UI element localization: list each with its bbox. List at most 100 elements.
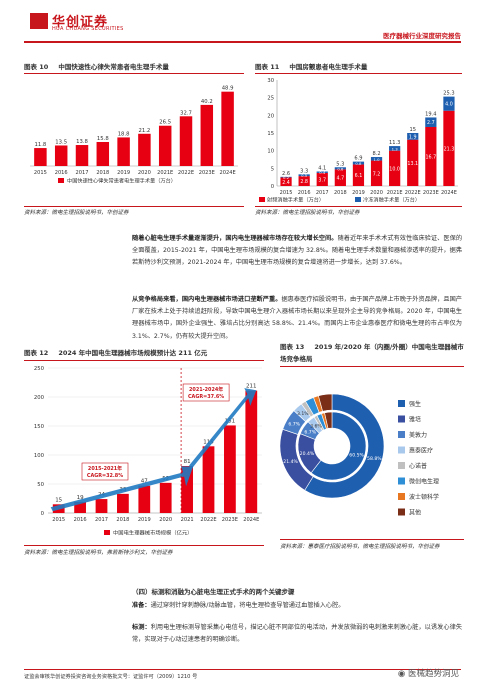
fig10-number: 图表 10 <box>24 63 49 71</box>
bar-segment <box>407 139 419 186</box>
growth-arrow-1 <box>50 466 194 512</box>
segment-label: 1.9 <box>409 134 417 140</box>
total-label: 8.2 <box>372 151 380 157</box>
bar <box>159 482 172 513</box>
bar-segment <box>316 172 328 186</box>
segment-label: 10.0 <box>389 166 400 172</box>
segment-label: 2.8 <box>300 179 308 185</box>
fig10-title: 图表 10 中国快速性心律失常患者电生理手术量 <box>24 61 169 71</box>
tick-label: 2023E <box>222 517 238 523</box>
data-label: 15.8 <box>97 136 109 142</box>
tick-label: 2015 <box>280 190 293 196</box>
outer-ring-slice <box>304 393 385 499</box>
legend-swatch <box>398 508 405 516</box>
bar <box>138 485 151 513</box>
paragraph-mapping: 标测：利用电生理标测导管采集心电信号，描记心脏不同部位的电活动，并发放微弱的电刺… <box>132 622 462 646</box>
data-label: 48.9 <box>222 86 234 92</box>
fig11-number: 图表 11 <box>255 63 280 71</box>
segment-label: 21.3 <box>444 146 455 152</box>
tick-label: 2018 <box>96 170 109 176</box>
tick-label: 2023E <box>423 190 439 196</box>
tick-label: 2024E <box>441 190 457 196</box>
outer-slice-label: 6.7% <box>288 421 300 427</box>
bar <box>245 390 258 513</box>
bar <box>179 116 193 166</box>
segment-label: 0.8 <box>355 161 362 166</box>
outer-slice-label: 21.4% <box>283 459 298 465</box>
legend-swatch <box>259 197 265 202</box>
bar <box>34 148 47 166</box>
paragraph-competition-body: 据惠泰医疗招股说明书，由于国产品牌上市晚于外资品牌，且国产厂家在技术上处于持续追… <box>132 296 462 340</box>
data-label: 15 <box>55 497 62 503</box>
footer-divider <box>24 669 461 670</box>
bar <box>200 104 214 166</box>
segment-label: 7.2 <box>373 171 381 177</box>
segment-label: 0.2 <box>283 175 290 180</box>
tick-label: 2024E <box>243 517 259 523</box>
segment-label: 2.7 <box>427 120 435 126</box>
fig13-rule <box>280 366 464 367</box>
y-tick-label: 50 <box>37 482 44 488</box>
bar <box>117 493 129 513</box>
y-tick-label: 10 <box>267 149 274 155</box>
fig13-rule-bottom <box>280 539 464 540</box>
tick-label: 2018 <box>116 517 129 523</box>
tick-label: 2015 <box>34 170 47 176</box>
data-label: 19 <box>77 495 84 501</box>
fig13-number: 图表 13 <box>280 343 305 351</box>
y-tick-label: 0 <box>271 184 274 190</box>
legend-swatch <box>398 493 405 500</box>
tick-label: 2022E <box>178 170 194 176</box>
preparation-text: 通过穿刺针穿刺静脉/动脉血管，将电生理检查导管通过血管插入心腔。 <box>150 602 345 609</box>
company-name-cn: 华创证券 <box>52 15 109 30</box>
bar <box>181 466 193 513</box>
bar <box>75 145 89 166</box>
bar-segment <box>352 161 365 165</box>
bar <box>158 125 172 166</box>
data-label: 21.2 <box>139 128 151 134</box>
y-tick-label: 15 <box>267 131 274 137</box>
bar <box>54 145 68 166</box>
y-tick-label: 5 <box>271 166 274 172</box>
total-label: 5.3 <box>336 161 344 167</box>
tick-label: 2017 <box>76 170 89 176</box>
legend-swatch <box>355 197 361 202</box>
company-name-en: HUA CHUANG SECURITIES <box>52 26 124 32</box>
preparation-label: 准备： <box>132 602 151 609</box>
bar <box>95 499 108 513</box>
fig10-source: 资料来源：微电生理招股说明书，华创证券 <box>24 210 129 216</box>
bar <box>96 141 110 166</box>
bar-segment <box>298 174 310 177</box>
legend-label: 美敦力 <box>409 431 427 439</box>
paragraph-market-growth-lead: 随着心脏电生理手术量逐渐提升，国内电生理器械市场存在较大增长空间。 <box>132 235 338 242</box>
bar-segment <box>316 171 328 173</box>
legend-label: 中国快速性心律失常患者电生理手术量（万台） <box>67 177 176 185</box>
segment-label: 0.4 <box>319 170 326 175</box>
data-label: 32.7 <box>180 110 192 116</box>
paragraph-preparation: 准备：通过穿刺针穿刺静脉/动脉血管，将电生理检查导管通过血管插入心腔。 <box>132 600 462 612</box>
segment-label: 16.7 <box>426 154 437 160</box>
annotation-period-1: 2015-2021年 <box>88 465 122 472</box>
paragraph-competition-lead: 从竞争格局来看，国内电生理器械市场进口垄断严重。 <box>132 296 282 303</box>
mapping-text: 利用电生理标测导管采集心电信号，描记心脏不同部位的电活动，并发放微弱的电刺激来刺… <box>132 624 463 644</box>
legend-label: 波士顿科学 <box>409 493 439 501</box>
legend-label: 微创电生理 <box>409 478 439 486</box>
legend-swatch <box>398 415 405 423</box>
total-label: 11.3 <box>389 140 400 146</box>
tick-label: 2019 <box>352 190 365 196</box>
bar <box>202 446 215 513</box>
fig12-source: 资料来源：微电生理招股说明书，弗若斯特沙利文，华创证券 <box>24 550 173 556</box>
tick-label: 2019 <box>117 170 130 176</box>
fig12-rule <box>24 360 264 361</box>
total-label: 15 <box>410 127 416 133</box>
y-tick-label: 0 <box>41 511 45 517</box>
total-label: 6.9 <box>354 156 362 162</box>
segment-label: 3.7 <box>318 177 326 183</box>
tick-label: 2021E <box>157 170 173 176</box>
fig11-title-text: 中国房颤患者电生理手术量 <box>289 63 368 71</box>
y-tick-label: 20 <box>267 113 274 119</box>
bar <box>138 133 151 166</box>
legend-label: 强生 <box>409 400 421 408</box>
y-tick-label: 150 <box>34 424 45 430</box>
data-label: 11.8 <box>35 142 47 148</box>
